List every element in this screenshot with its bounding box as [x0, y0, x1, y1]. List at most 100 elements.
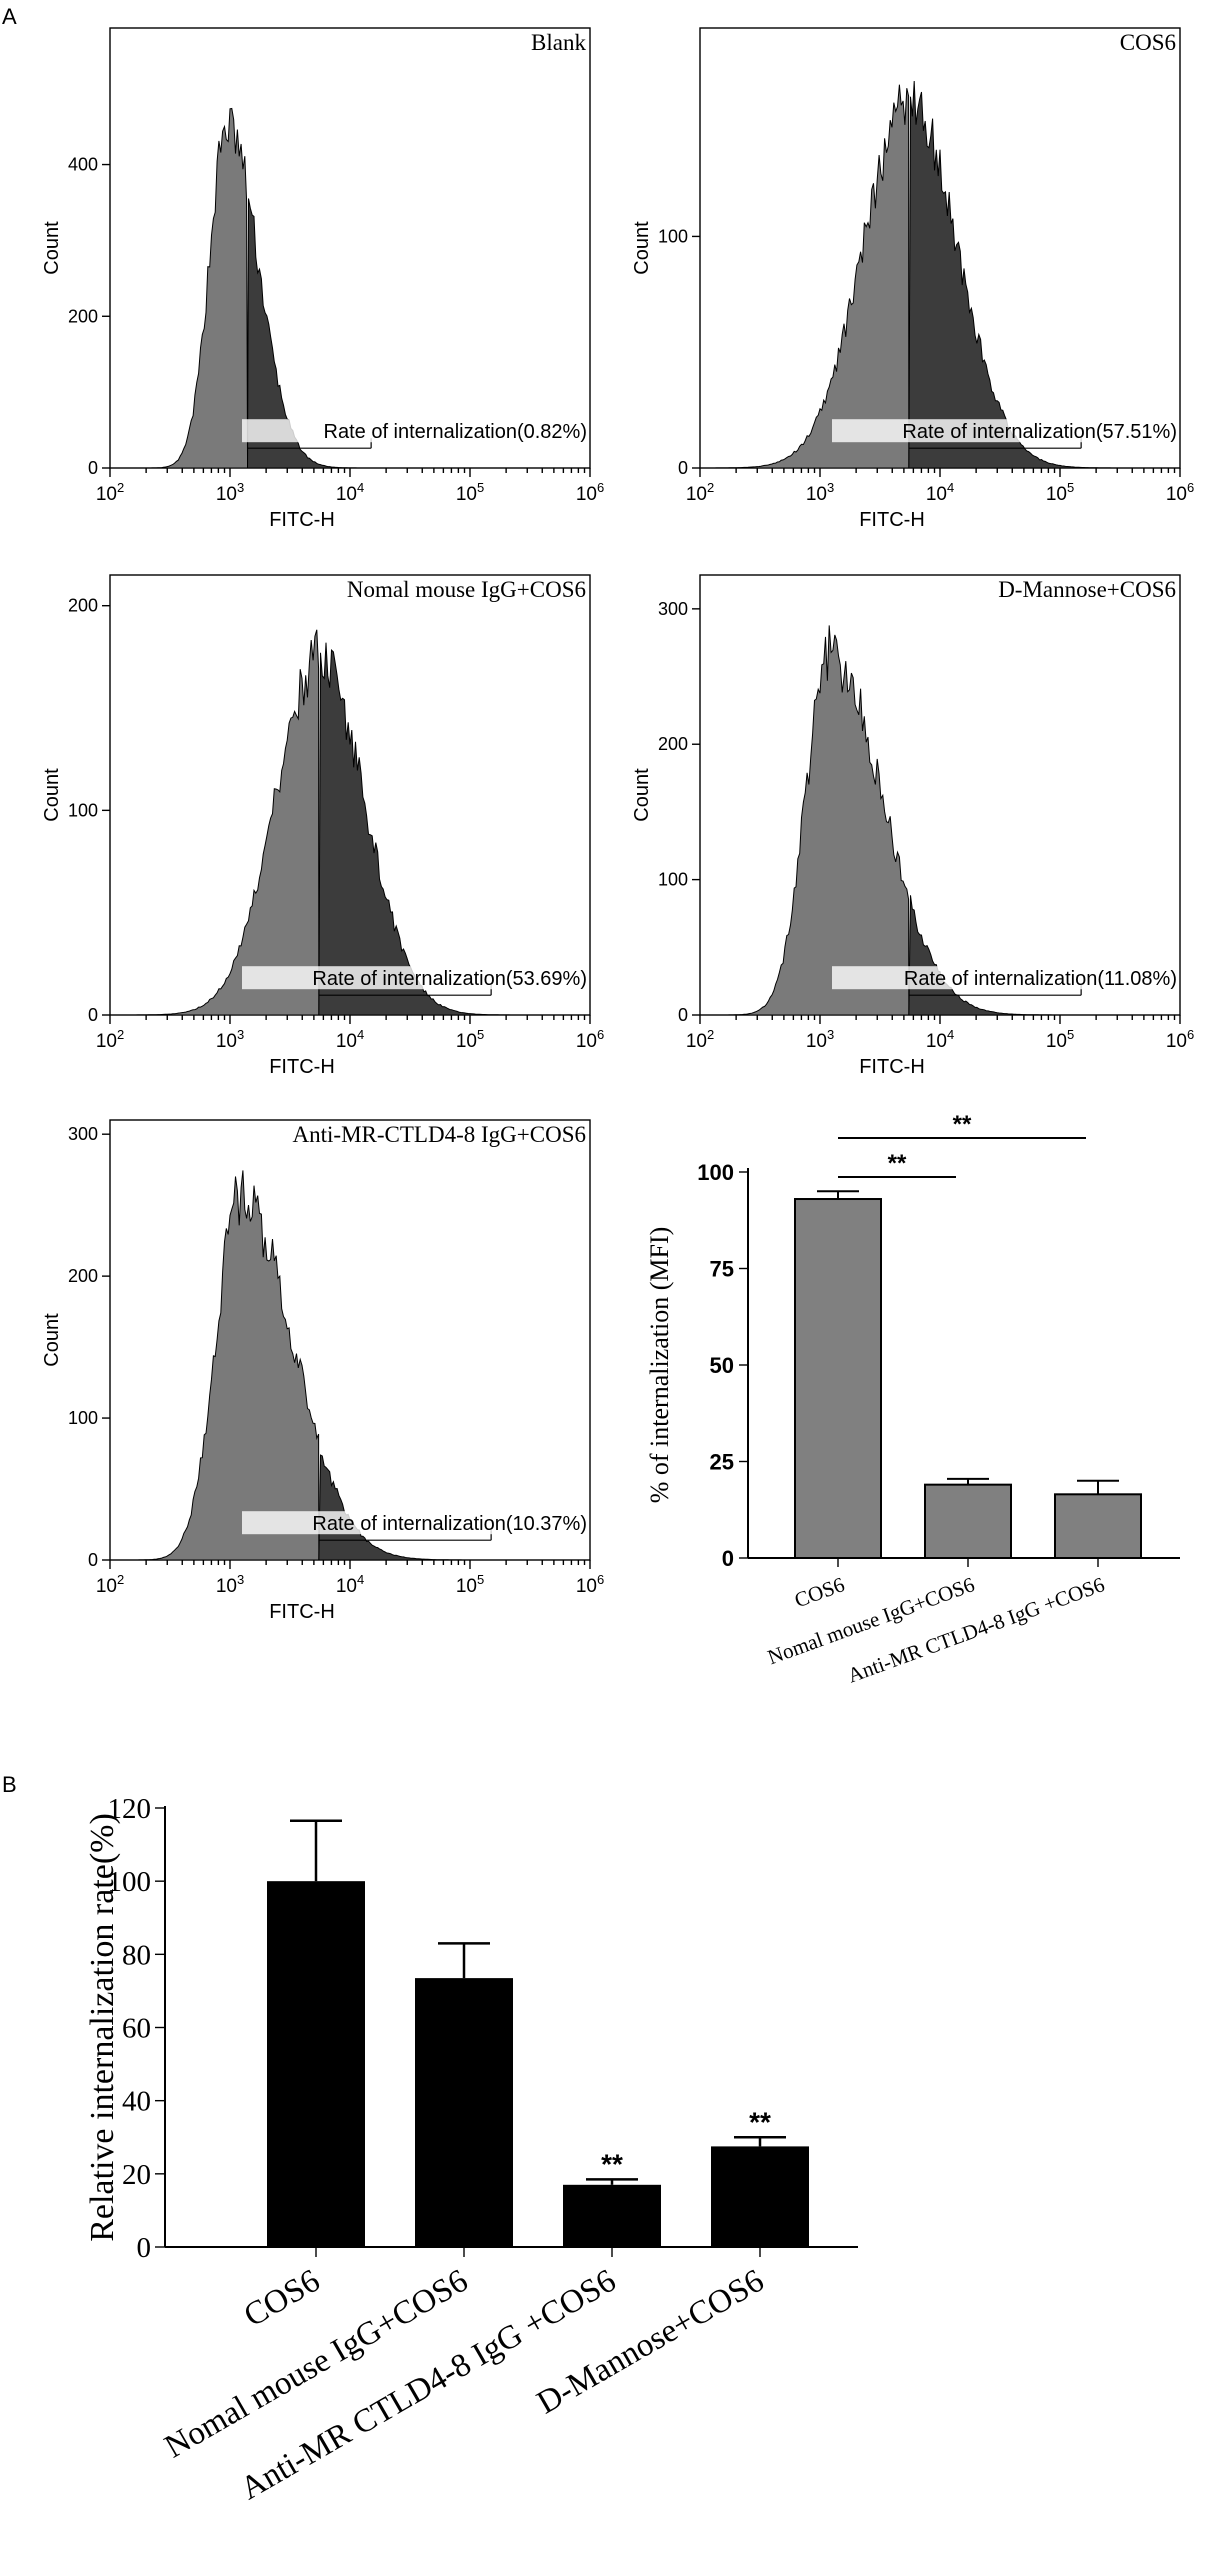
- x-tick-label: Anti-MR CTLD4-8 IgG +COS6: [844, 1572, 1107, 1687]
- histogram-area-below-gate: [110, 629, 320, 1016]
- x-tick-label: 102: [96, 1027, 124, 1052]
- gate-annotation: Rate of internalization(0.82%): [324, 421, 587, 443]
- x-tick-label: COS6: [238, 2263, 326, 2335]
- bar: [1054, 1493, 1142, 1560]
- significance-marker: **: [749, 2106, 771, 2137]
- x-tick-label: 102: [96, 1572, 124, 1597]
- histogram-area-below-gate: [110, 1170, 320, 1561]
- histogram-title: Blank: [531, 30, 586, 55]
- y-tick-label: 100: [658, 870, 688, 890]
- significance-marker: **: [601, 2148, 623, 2179]
- significance-marker: **: [953, 1111, 972, 1138]
- gate-annotation: Rate of internalization(57.51%): [902, 421, 1177, 443]
- bar: [415, 1978, 513, 2247]
- y-tick-label: 400: [68, 155, 98, 175]
- bar-chart-mfi: 0 25 50 75 100 % of internalization (MFI) COS6…: [645, 1111, 1180, 1688]
- y-tick-label: 50: [710, 1353, 734, 1378]
- y-tick-label: 0: [722, 1546, 734, 1571]
- gate-label-background: [242, 1511, 587, 1535]
- x-tick-label: 103: [806, 480, 834, 505]
- y-tick-label: 0: [678, 458, 688, 478]
- y-tick-label: 300: [658, 599, 688, 619]
- x-axis-label: FITC-H: [859, 1056, 925, 1078]
- histogram-normal-mouse-igg: Nomal mouse IgG+COS6 Rate of internalizat…: [41, 574, 604, 1078]
- histogram-area-below-gate: [700, 625, 910, 1016]
- histogram-title: COS6: [1120, 30, 1176, 55]
- x-tick-label: 104: [336, 1572, 364, 1597]
- x-tick-label: 103: [216, 1027, 244, 1052]
- y-tick-label: 75: [710, 1257, 734, 1282]
- x-tick-label: 102: [686, 1027, 714, 1052]
- x-axis-label: FITC-H: [859, 509, 925, 531]
- y-axis-label: Count: [41, 768, 63, 822]
- histogram-area-above-gate: [908, 80, 1180, 469]
- y-axis-label: Count: [41, 221, 63, 275]
- bar: [711, 2146, 809, 2247]
- gate-annotation: Rate of internalization(10.37%): [312, 1513, 587, 1535]
- x-tick-label: 106: [576, 480, 604, 505]
- y-tick-label: 40: [122, 2086, 151, 2118]
- histogram-area-below-gate: [110, 107, 249, 469]
- y-tick-label: 100: [658, 226, 688, 246]
- x-axis-label: FITC-H: [269, 1056, 335, 1078]
- plot-frame: [109, 27, 591, 469]
- histogram-area-below-gate: [700, 84, 910, 469]
- bar: [794, 1198, 882, 1560]
- bar: [267, 1881, 365, 2247]
- x-tick-label: 104: [336, 1027, 364, 1052]
- gate-label-background: [242, 966, 587, 990]
- y-tick-label: 0: [88, 458, 98, 478]
- histogram-area-above-gate: [318, 1454, 590, 1561]
- bar: [924, 1483, 1012, 1560]
- plot-frame: [699, 574, 1181, 1016]
- x-tick-label: 106: [576, 1572, 604, 1597]
- panel-b-label: B: [2, 1772, 17, 1797]
- histogram-cos6: COS6 Rate of internalization(57.51%) 102 10…: [631, 27, 1194, 531]
- histogram-title: Nomal mouse IgG+COS6: [347, 577, 586, 602]
- x-tick-label: 103: [216, 1572, 244, 1597]
- y-axis-label: Relative internalization rate(%): [84, 1813, 121, 2242]
- x-tick-label: 106: [576, 1027, 604, 1052]
- x-tick-label: COS6: [791, 1572, 847, 1612]
- x-tick-label: 105: [456, 1027, 484, 1052]
- x-tick-label: 105: [456, 480, 484, 505]
- y-axis-label: % of internalization (MFI): [645, 1227, 674, 1504]
- x-axis-label: FITC-H: [269, 509, 335, 531]
- histogram-title: Anti-MR-CTLD4-8 IgG+COS6: [293, 1122, 586, 1147]
- y-tick-label: 20: [122, 2159, 151, 2191]
- histogram-anti-mr-ctld4-8: Anti-MR-CTLD4-8 IgG+COS6 Rate of internal…: [41, 1119, 604, 1623]
- x-tick-label: 102: [96, 480, 124, 505]
- gate-annotation: Rate of internalization(11.08%): [904, 968, 1177, 990]
- significance-marker: **: [888, 1150, 907, 1177]
- histogram-area-above-gate: [318, 642, 590, 1016]
- y-tick-label: 200: [68, 1266, 98, 1286]
- y-tick-label: 0: [88, 1550, 98, 1570]
- y-tick-label: 100: [68, 800, 98, 820]
- y-tick-label: 200: [68, 306, 98, 326]
- y-tick-label: 0: [678, 1005, 688, 1025]
- gate-annotation: Rate of internalization(53.69%): [312, 968, 587, 990]
- y-tick-label: 25: [710, 1450, 734, 1475]
- y-tick-label: 80: [122, 1939, 151, 1971]
- panel-a-label: A: [2, 4, 17, 29]
- y-tick-label: 100: [697, 1160, 734, 1185]
- y-tick-label: 200: [658, 734, 688, 754]
- gate-label-background: [832, 966, 1177, 990]
- bar: [563, 2184, 661, 2247]
- y-tick-label: 200: [68, 596, 98, 616]
- histogram-area-above-gate: [908, 895, 1180, 1016]
- y-tick-label: 100: [68, 1408, 98, 1428]
- histogram-d-mannose: D-Mannose+COS6 Rate of internalization(11…: [631, 574, 1194, 1078]
- x-tick-label: 106: [1166, 480, 1194, 505]
- x-tick-label: 104: [336, 480, 364, 505]
- x-tick-label: 105: [456, 1572, 484, 1597]
- gate-label-background: [242, 419, 587, 443]
- x-tick-label: 104: [926, 1027, 954, 1052]
- gate-label-background: [832, 419, 1177, 443]
- x-tick-label: 104: [926, 480, 954, 505]
- x-tick-label: 103: [806, 1027, 834, 1052]
- y-tick-label: 0: [88, 1005, 98, 1025]
- x-tick-label: 103: [216, 480, 244, 505]
